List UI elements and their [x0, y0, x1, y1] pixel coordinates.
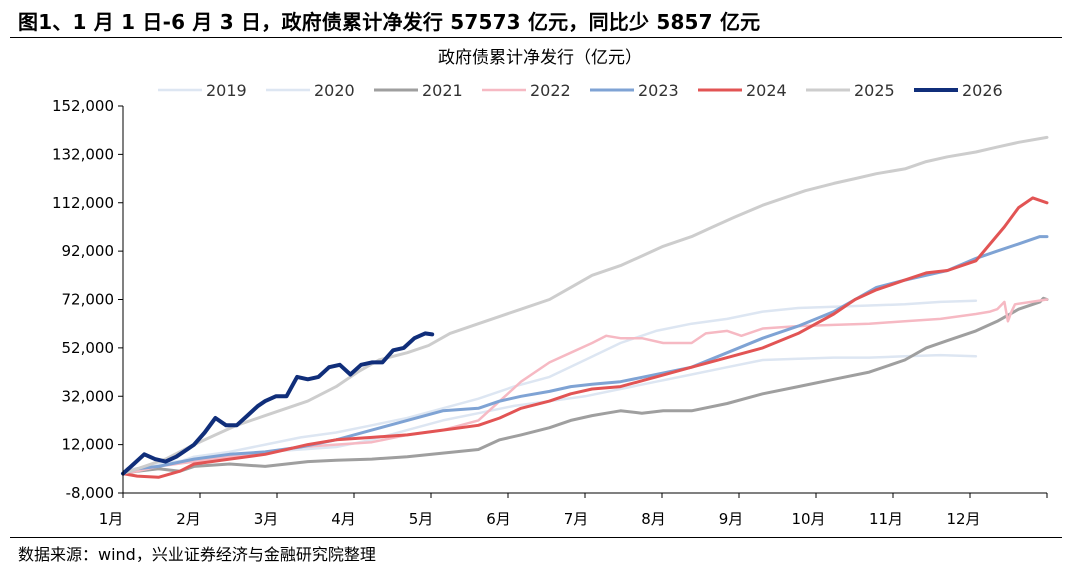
y-tick-label: 12,000 — [62, 436, 115, 454]
y-tick-label: 92,000 — [62, 242, 115, 260]
series-line-2025 — [121, 135, 1049, 476]
y-tick-label: 132,000 — [52, 145, 114, 163]
y-tick-label: 72,000 — [62, 291, 115, 309]
legend-label-2026: 2026 — [962, 81, 1003, 100]
chart-title: 政府债累计净发行（亿元） — [438, 48, 642, 68]
x-tick-label: 10月 — [791, 510, 825, 528]
x-tick-label: 2月 — [176, 510, 201, 528]
legend-label-2020: 2020 — [314, 81, 355, 100]
series-line-2021 — [121, 296, 1049, 476]
legend-label-2025: 2025 — [854, 81, 895, 100]
legend-label-2021: 2021 — [422, 81, 463, 100]
top-rule — [10, 37, 1062, 38]
bottom-rule — [10, 537, 1062, 538]
x-tick-label: 12月 — [946, 510, 980, 528]
x-tick-label: 11月 — [869, 510, 903, 528]
x-tick-label: 6月 — [486, 510, 511, 528]
x-tick-label: 3月 — [254, 510, 279, 528]
series-layer — [121, 135, 1049, 479]
figure-title: 图1、1 月 1 日-6 月 3 日，政府债累计净发行 57573 亿元，同比少… — [18, 10, 761, 34]
x-tick-label: 9月 — [719, 510, 744, 528]
y-tick-label: -8,000 — [66, 484, 114, 502]
x-tick-label: 8月 — [641, 510, 666, 528]
legend-label-2024: 2024 — [746, 81, 787, 100]
series-line-2022 — [121, 298, 1049, 475]
legend-label-2022: 2022 — [530, 81, 571, 100]
x-tick-label: 5月 — [409, 510, 434, 528]
legend-label-2023: 2023 — [638, 81, 679, 100]
axes: -8,000 12,000 32,000 52,000 72,000 92,000 112,… — [52, 97, 1048, 528]
y-tick-label: 32,000 — [62, 387, 115, 405]
series-line-2019 — [121, 299, 978, 475]
y-tick-label: 152,000 — [52, 97, 114, 115]
y-tick-label: 52,000 — [62, 339, 115, 357]
x-tick-label: 1月 — [99, 510, 124, 528]
legend-label-2019: 2019 — [206, 81, 247, 100]
series-line-2026 — [121, 331, 435, 476]
source-note: 数据来源：wind，兴业证券经济与金融研究院整理 — [18, 545, 376, 564]
x-tick-label: 7月 — [564, 510, 589, 528]
y-tick-label: 112,000 — [52, 194, 114, 212]
legend: 2019 2020 2021 2022 2023 2024 2025 2026 — [158, 81, 1003, 100]
series-line-2024 — [121, 196, 1049, 479]
x-tick-label: 4月 — [331, 510, 356, 528]
